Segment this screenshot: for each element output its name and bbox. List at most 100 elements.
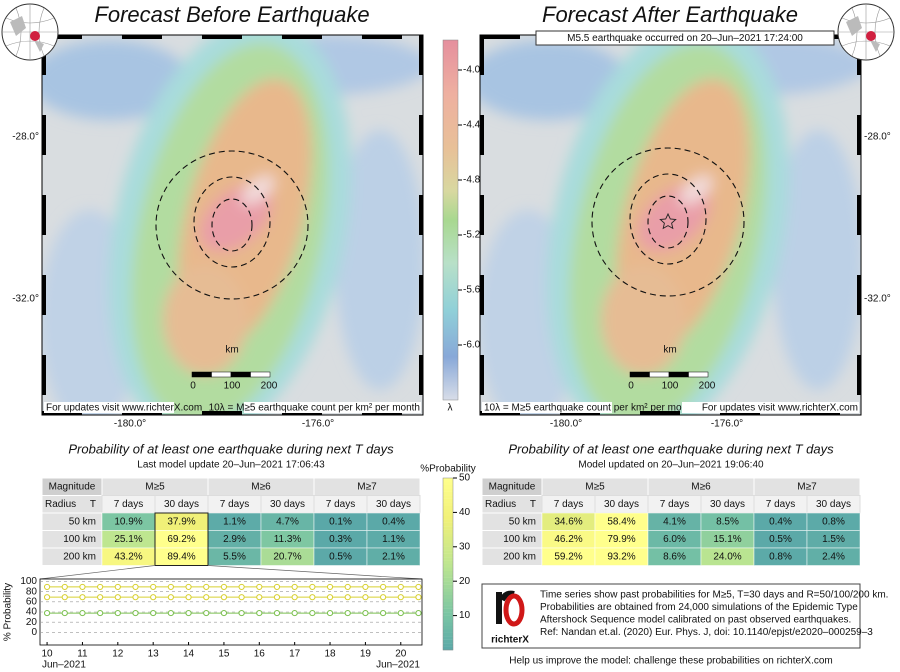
panel-subtitle: M5.5 earthquake occurred on 20–Jun–2021 …: [567, 33, 803, 44]
logo: [496, 590, 525, 627]
scale-segment: [230, 371, 251, 378]
series-marker: [256, 594, 263, 601]
colorbar-tick-label: -5.6: [463, 285, 481, 296]
globe-right: [837, 3, 895, 61]
colorbar-cell: [443, 612, 453, 616]
colorbar-cell: [443, 488, 453, 492]
table-title: Probability of at least one earthquake d…: [68, 441, 394, 456]
header-text: M≥5: [145, 481, 165, 492]
series-marker: [203, 594, 210, 601]
footer: Help us improve the model: challenge the…: [509, 656, 833, 667]
colorbar-cell: [443, 567, 453, 572]
x-tick-label: 12: [112, 649, 124, 660]
series-marker: [344, 583, 351, 591]
probability-label: 46.2%: [554, 534, 582, 545]
colorbar-cell: [443, 508, 453, 513]
colorbar-cell: [443, 643, 453, 647]
series-marker: [291, 594, 298, 601]
probability-label: 0.1%: [329, 516, 352, 527]
colorbar-cell: [443, 598, 453, 602]
colorbar-cell: [443, 594, 453, 599]
series-marker: [79, 609, 86, 617]
colorbar-cell: [443, 622, 453, 627]
note-left: For updates visit www.richterX.com: [46, 403, 202, 414]
probability-label: 2.1%: [382, 551, 405, 562]
scale-segment: [668, 371, 689, 378]
probability-label: 1.5%: [822, 534, 845, 545]
series-marker: [203, 583, 210, 591]
colorbar-cell: [443, 629, 453, 633]
series-marker: [379, 594, 387, 601]
highlight: [154, 512, 209, 566]
colorbar-cell: [443, 591, 453, 596]
colorbar-tick-label: 50: [459, 473, 471, 484]
series-marker: [79, 594, 86, 601]
x-tick-label: 20: [395, 649, 407, 660]
series-marker: [43, 594, 51, 601]
header-text: Radius: [45, 499, 76, 510]
series-marker: [344, 609, 351, 617]
colorbar-cell: [443, 615, 453, 620]
series-marker: [309, 583, 316, 591]
header-text: 7 days: [554, 499, 583, 510]
series-marker: [379, 609, 387, 617]
probability-label: 20.7%: [273, 551, 301, 562]
colorbar-cell: [443, 632, 453, 637]
connector: [207, 565, 423, 580]
map-right: [468, 0, 868, 464]
colorbar-frame: [442, 477, 454, 651]
probability-label: 58.4%: [607, 516, 635, 527]
probability-label: 1.1%: [382, 534, 405, 545]
probability-label: 79.9%: [607, 534, 635, 545]
series-marker: [397, 594, 404, 601]
series-marker: [220, 594, 228, 601]
header-text: 7 days: [114, 499, 143, 510]
radius-label: 200 km: [63, 551, 96, 562]
series-marker: [61, 594, 68, 601]
scale-segment: [211, 371, 232, 378]
colorbar-cell: [443, 619, 453, 623]
lat-label: -28.0°: [864, 132, 891, 143]
series-marker: [150, 594, 157, 601]
series-marker: [415, 594, 422, 601]
info-line: Ref: Nandan et.al. (2020) Eur. Phys. J, …: [540, 627, 873, 638]
series-marker: [326, 594, 334, 601]
probability-cell: [366, 547, 421, 566]
colorbar-cell: [443, 588, 453, 592]
series-marker: [203, 609, 210, 617]
probability-label: 4.7%: [276, 516, 299, 527]
note-left: 10λ = M≥5 earthquake count per km² per m…: [484, 403, 695, 414]
scale-label: 100: [224, 381, 241, 392]
colorbar-cell: [443, 515, 453, 520]
series-marker: [61, 583, 68, 591]
lat-label: -28.0°: [12, 132, 39, 143]
series-marker: [397, 583, 404, 591]
series-marker: [362, 594, 369, 601]
radius-label: 100 km: [503, 534, 536, 545]
scale-segment: [629, 371, 650, 378]
probability-label: 24.0%: [713, 551, 741, 562]
probability-label: 0.4%: [769, 516, 792, 527]
series-marker: [415, 609, 422, 617]
y-tick-label: 60: [26, 596, 38, 607]
series-marker: [291, 583, 298, 591]
colorbar-cell: [443, 478, 453, 482]
colorbar-cell: [443, 512, 453, 516]
series-marker: [61, 609, 68, 617]
series-marker: [185, 583, 192, 591]
series-marker: [397, 609, 404, 617]
prob-colorbar: [442, 477, 454, 651]
probability-label: 89.4%: [167, 551, 195, 562]
logo-text: richterX: [491, 635, 529, 646]
colorbar-cell: [443, 546, 453, 551]
info-line: Probabilities are obtained from 24,000 s…: [540, 602, 858, 613]
scale-segment: [250, 371, 271, 378]
colorbar-cell: [443, 481, 453, 486]
scale-label: 200: [699, 381, 716, 392]
note-box: [482, 402, 612, 413]
colorbar-cell: [443, 605, 453, 609]
series-marker: [132, 609, 139, 617]
colorbar-cell: [443, 560, 453, 565]
colorbar-cell: [443, 639, 453, 644]
y-tick-label: 0: [31, 627, 37, 638]
